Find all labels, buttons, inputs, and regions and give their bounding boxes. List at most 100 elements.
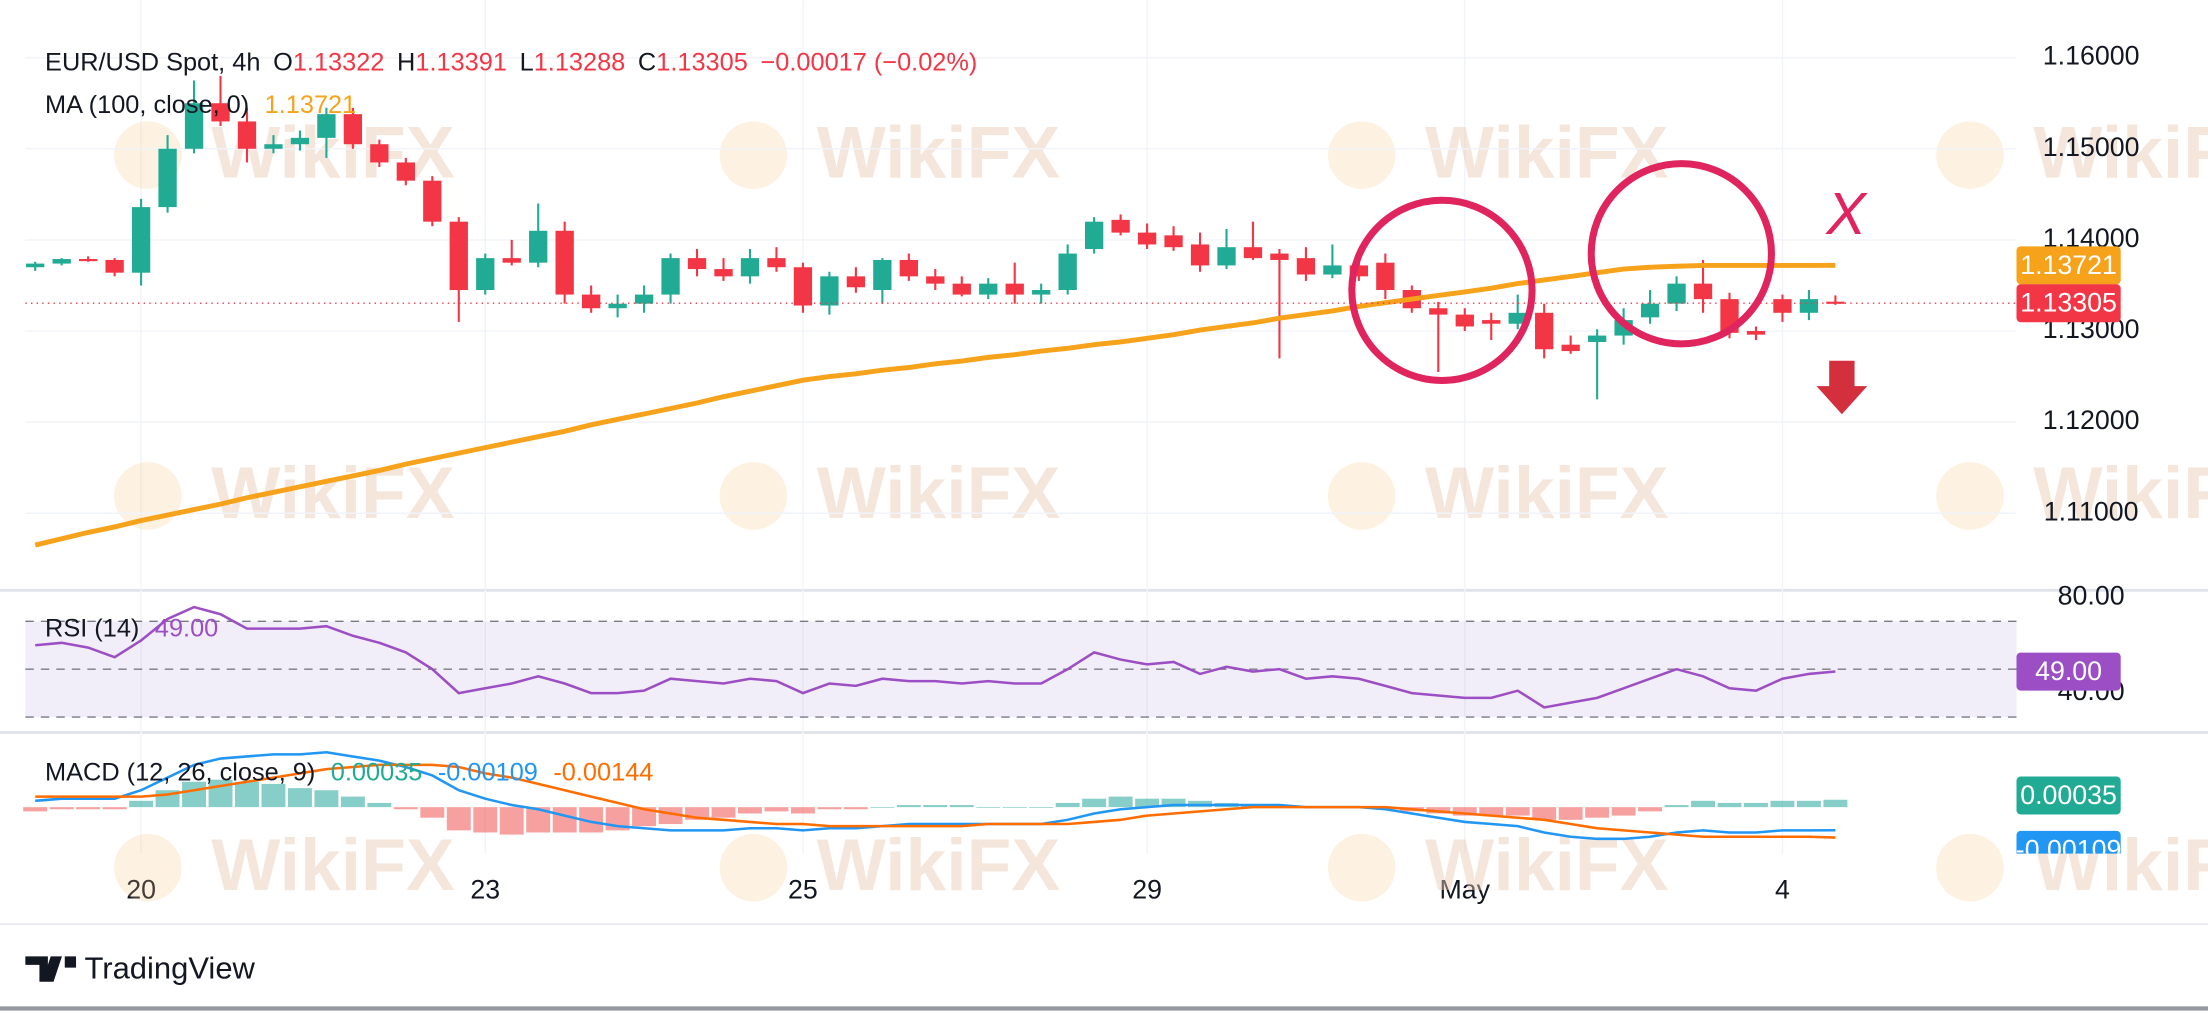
candle-body — [1667, 283, 1686, 304]
rsi-name: RSI (14) — [45, 614, 139, 642]
histogram-bar — [499, 807, 524, 835]
histogram-bar — [367, 802, 392, 808]
candle-body — [131, 207, 151, 273]
candle-body — [370, 144, 389, 163]
candle-body — [1376, 262, 1395, 291]
signal-line — [35, 763, 1836, 839]
histogram-bar — [711, 807, 736, 818]
candle-body — [1349, 265, 1369, 277]
histogram-bar — [1796, 800, 1821, 808]
candle-body — [1217, 247, 1236, 266]
histogram-bar — [76, 807, 101, 810]
candle-body — [476, 258, 495, 291]
histogram-bar — [1532, 807, 1557, 820]
macd-tags: -0.00109 0.00035 — [2016, 776, 2121, 854]
candle-body — [1032, 290, 1051, 295]
watermark: WikiFX — [2033, 452, 2208, 534]
histogram-bar — [870, 807, 895, 808]
branding: TradingView — [84, 951, 255, 986]
candle-body — [158, 148, 177, 208]
watermark: WikiFX — [817, 824, 1061, 906]
candle-body — [105, 259, 124, 273]
candle-body — [1587, 335, 1607, 342]
x-tick-label: 20 — [126, 875, 156, 905]
candle-body — [952, 283, 971, 295]
histogram-bar — [843, 807, 868, 810]
histogram-bar — [1638, 807, 1663, 812]
candle-body — [78, 259, 98, 262]
candle-body — [211, 103, 230, 122]
y-tick-label: 1.15000 — [2043, 132, 2140, 162]
candle-body — [873, 259, 892, 291]
annotation-text: X — [1824, 180, 1868, 247]
candle-body — [634, 294, 654, 304]
candle-body — [687, 258, 707, 270]
candle-body — [979, 283, 998, 295]
histogram-bar — [473, 807, 498, 833]
histogram-bar — [1664, 805, 1689, 808]
histogram-bar — [1029, 807, 1054, 808]
candle-body — [1296, 258, 1316, 275]
candle-body — [1190, 244, 1210, 266]
candle-body — [581, 294, 601, 309]
candle-body — [1508, 312, 1527, 324]
watermark: WikiFX — [211, 824, 455, 906]
candle-body — [449, 221, 468, 291]
histogram-bar — [1585, 807, 1610, 818]
macd-name: MACD (12, 26, close, 9) — [45, 758, 315, 786]
histogram-bar — [446, 807, 471, 831]
ma-value: 1.13721 — [265, 91, 357, 119]
axis-tag — [2016, 776, 2121, 815]
candle-body — [767, 258, 786, 268]
x-tick-label: 23 — [470, 875, 500, 905]
candle-body — [1084, 221, 1104, 250]
low-label: L — [520, 48, 534, 76]
macd-line — [35, 750, 1836, 841]
signal-value: -0.00144 — [553, 758, 653, 786]
highlight-circle — [1348, 196, 1536, 384]
watermark: WikiFX — [211, 452, 455, 534]
watermark-logo — [1936, 121, 2004, 189]
histogram-bar — [1611, 807, 1636, 816]
close-value: 1.13305 — [656, 48, 748, 76]
histogram-bar — [526, 807, 551, 833]
candle-body — [529, 230, 548, 263]
candle-body — [1482, 320, 1501, 324]
candle-body — [1693, 283, 1713, 300]
candle-body — [1455, 314, 1474, 327]
x-tick-label: May — [1439, 875, 1490, 905]
candle-body — [1323, 265, 1342, 275]
axis-tag-label: 49.00 — [2035, 656, 2102, 686]
candle-body — [1164, 235, 1183, 248]
symbol: EUR/USD Spot, 4h — [45, 48, 260, 76]
histogram-bar — [102, 807, 127, 810]
logo-mark — [25, 956, 77, 982]
candle-body — [1111, 219, 1130, 233]
y-tick-label: 1.12000 — [2043, 405, 2140, 435]
histogram-bar — [817, 807, 842, 810]
candle-body — [714, 269, 733, 277]
rsi-line — [35, 605, 1836, 709]
watermark: WikiFX — [1425, 824, 1669, 906]
high-value: 1.13391 — [415, 48, 507, 76]
histogram-bar — [1823, 799, 1848, 808]
histogram-bar — [1717, 802, 1742, 808]
axis-tag — [2016, 284, 2121, 323]
watermark-logo — [719, 833, 788, 902]
histogram-bar — [340, 796, 365, 808]
watermark-logo — [1936, 462, 2004, 530]
histogram-bar — [287, 788, 312, 808]
candle-body — [1799, 299, 1819, 313]
candle-body — [1561, 344, 1580, 352]
histogram-bar — [393, 807, 418, 810]
ma-header: MA (100, close, 0) 1.13721 — [45, 91, 356, 119]
histogram-bar — [261, 783, 286, 808]
histogram-bar — [949, 805, 974, 808]
axis-tag-label: 1.13721 — [2020, 250, 2117, 280]
macd-header: MACD (12, 26, close, 9) 0.00035 -0.00109… — [45, 758, 653, 786]
y-tick-label: 80.00 — [2058, 580, 2125, 610]
high-label: H — [397, 48, 415, 76]
candle-body — [26, 263, 45, 268]
